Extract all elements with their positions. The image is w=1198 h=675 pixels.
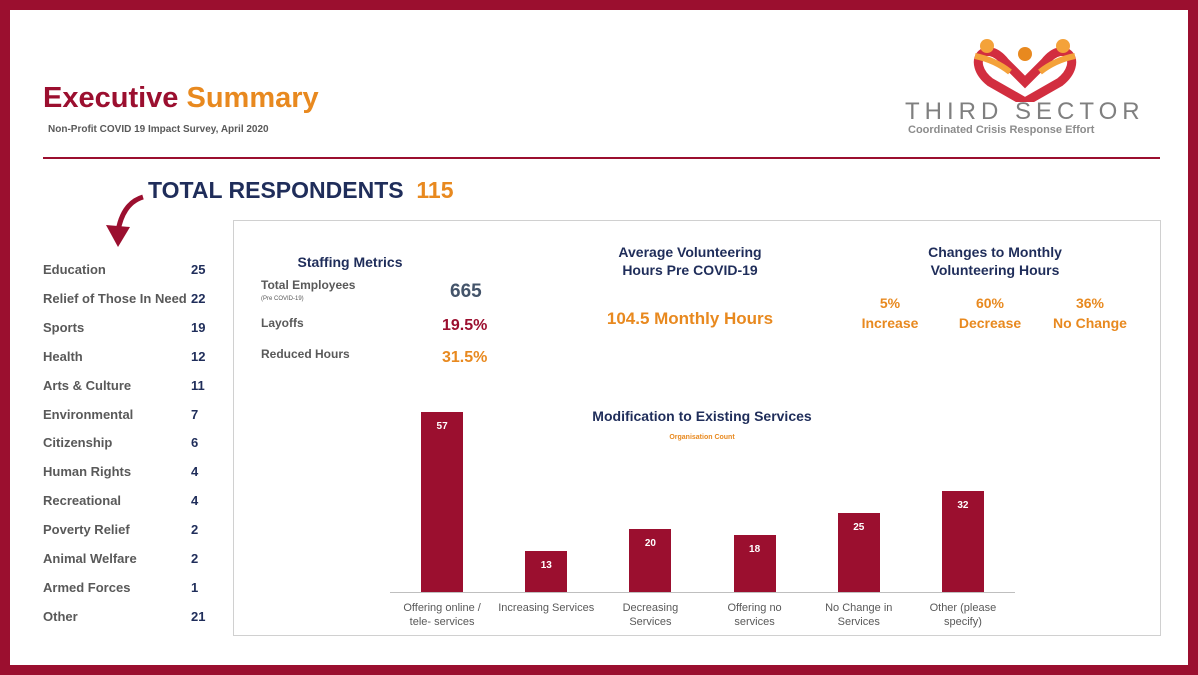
sector-count: 25: [191, 262, 206, 277]
metric-label: Layoffs: [261, 316, 304, 330]
bar: [837, 512, 880, 592]
subtitle: Non-Profit COVID 19 Impact Survey, April…: [48, 124, 269, 135]
respondents-label: TOTAL RESPONDENTS: [148, 177, 404, 203]
sector-count: 21: [191, 608, 206, 624]
value-label: 18: [749, 544, 761, 555]
change-value: 36%: [1075, 295, 1105, 311]
x-tick-label: Other (please specify): [929, 602, 997, 628]
value-label: 13: [540, 559, 552, 571]
x-tick-label: Increasing Services: [498, 602, 595, 614]
x-tick-label: No Change in Services: [825, 602, 893, 628]
respondents: TOTAL RESPONDENTS 115: [148, 177, 453, 204]
sector-count: 2: [191, 522, 199, 538]
sector-name: Armed Forces: [43, 579, 131, 595]
sector-count: 12: [191, 348, 206, 364]
value-label: 32: [957, 499, 969, 511]
sector-name: Environmental: [43, 406, 134, 422]
sector-name: Recreational: [43, 493, 122, 509]
sector-row: Sports 19: [43, 320, 213, 335]
x-tick-label: Offering online / tele- services: [403, 602, 481, 628]
change-value: 5%: [879, 295, 901, 311]
sector-row: Poverty Relief 2: [43, 522, 213, 537]
sector-name: Arts & Culture: [43, 377, 132, 393]
sector-row: Armed Forces 1: [43, 580, 213, 595]
bar: [629, 528, 672, 592]
arrow: [106, 194, 144, 247]
logo-name: THIRD SECTOR: [905, 98, 1145, 125]
title-part: Executive: [43, 82, 179, 114]
value-label: 20: [644, 537, 656, 549]
sector-name: Animal Welfare: [43, 551, 137, 566]
change-label: No Change: [1053, 315, 1127, 331]
divider: [43, 157, 1160, 159]
value-label: 25: [853, 521, 865, 533]
chart-subtitle: Organisation Count: [669, 434, 735, 441]
panel: [233, 220, 1161, 636]
sector-row: Recreational 4: [43, 493, 213, 508]
change-label: Increase: [861, 315, 919, 331]
metric-note: (Pre COVID-19): [261, 296, 304, 302]
respondents-total: 115: [416, 177, 454, 203]
sector-row: Environmental 7: [43, 407, 213, 422]
bar: [421, 411, 464, 592]
value-label: 57: [436, 420, 448, 432]
bar: [525, 550, 568, 592]
x-tick-label: Offering no services: [727, 602, 782, 628]
sector-row: Health 12: [43, 349, 213, 364]
sector-count: 22: [191, 290, 206, 306]
sector-row: Human Rights 4: [43, 464, 213, 479]
sector-row: Arts & Culture 11: [43, 378, 213, 393]
sector-row: Animal Welfare 2: [43, 551, 213, 566]
change-label: Decrease: [958, 315, 1022, 331]
sector-count: 4: [191, 464, 199, 480]
x-tick-label: Decreasing Services: [622, 602, 679, 628]
metric-value: 665: [450, 281, 482, 302]
sector-count: 4: [191, 493, 199, 509]
bar: [941, 490, 984, 592]
staffing-title: Staffing Metrics: [297, 254, 403, 270]
bar: [733, 535, 776, 592]
sector-count: 19: [191, 319, 206, 335]
sector-count: 11: [191, 377, 205, 393]
title: Executive Summary: [43, 82, 319, 115]
sector-name: Education: [43, 262, 106, 277]
change-value: 60%: [975, 295, 1005, 311]
sector-row: Relief of Those In Need 22: [43, 291, 213, 306]
metric-value: 19.5%: [442, 317, 488, 334]
logo-icon: [973, 39, 1077, 102]
title-part: Summary: [186, 82, 319, 114]
sector-count: 1: [191, 579, 199, 595]
changes-title: Changes to Monthly Volunteering Hours: [928, 244, 1062, 278]
chart-title: Modification to Existing Services: [592, 408, 812, 424]
sector-name: Other: [43, 608, 78, 624]
x-axis: [390, 592, 1015, 593]
sector-row: Citizenship 6: [43, 435, 213, 450]
sector-name: Relief of Those In Need: [43, 290, 187, 306]
sector-count: 2: [191, 551, 199, 566]
volunteering-title: Average Volunteering Hours Pre COVID-19: [618, 244, 762, 278]
logo-tagline: Coordinated Crisis Response Effort: [908, 124, 1095, 136]
sector-row: Other 21: [43, 609, 213, 624]
sector-name: Health: [43, 348, 83, 364]
sector-count: 7: [191, 406, 199, 422]
metric-value: 31.5%: [442, 349, 488, 366]
metric-label: Total Employees: [261, 278, 356, 292]
sector-name: Sports: [43, 319, 85, 335]
volunteering-value: 104.5 Monthly Hours: [606, 309, 774, 328]
sector-name: Citizenship: [43, 435, 113, 451]
metric-label: Reduced Hours: [261, 347, 350, 361]
sector-count: 6: [191, 435, 199, 451]
sector-row: Education 25: [43, 262, 213, 277]
sector-name: Poverty Relief: [43, 522, 130, 538]
sector-name: Human Rights: [43, 464, 132, 480]
